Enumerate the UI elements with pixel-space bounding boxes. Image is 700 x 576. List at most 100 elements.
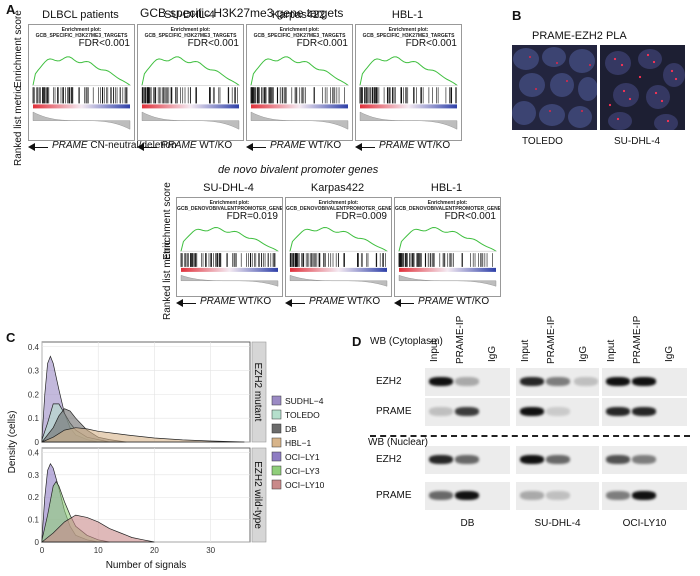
panel-d-label: D bbox=[352, 334, 362, 349]
density-chart: 0 0.1 0.2 0.3 0.4 EZH2 mutant 0 0.1 0.2 0.3 0.4 EZH… bbox=[7, 341, 325, 571]
fdr-value: FDR=0.009 bbox=[335, 211, 387, 222]
legend-swatch bbox=[271, 479, 282, 490]
axis-caption: PRAME WT/KO bbox=[418, 296, 489, 307]
blot-band bbox=[546, 491, 570, 500]
enrichment-curve bbox=[289, 226, 388, 252]
gsea-graphics bbox=[359, 56, 458, 130]
blot-band bbox=[632, 377, 656, 386]
panel-a-title-bottom: de novo bivalent promoter genes bbox=[218, 164, 379, 176]
axis-caption: PRAME CN-neutral/deletion bbox=[52, 140, 177, 151]
ranked-metric bbox=[250, 111, 349, 130]
ranked-metric bbox=[141, 111, 240, 130]
lane-label: IgG bbox=[664, 345, 675, 362]
axis-text: WT/KO bbox=[308, 140, 342, 151]
gsea-header: Enrichment plot: GCB_DENOVOBIVALENTPROMO… bbox=[177, 200, 283, 212]
enrichment-curve bbox=[180, 226, 279, 252]
density-area bbox=[41, 427, 245, 443]
axis-caption: PRAME WT/KO bbox=[200, 296, 271, 307]
y-tick-label: 0.4 bbox=[28, 448, 40, 457]
axis-text: WT/KO bbox=[347, 296, 381, 307]
axis-arrow-line bbox=[34, 147, 48, 148]
blot-row-label: EZH2 bbox=[376, 454, 402, 465]
blot-band bbox=[606, 407, 630, 416]
legend-label: HBL−1 bbox=[285, 438, 311, 448]
axis-gene: PRAME bbox=[161, 140, 197, 151]
panel-a-ranked-ylabel-bottom: Ranked list metric bbox=[162, 240, 173, 320]
gsea-graphics bbox=[398, 226, 497, 287]
gsea-plot: Enrichment plot: GCB_SPECIFIC_H3K27ME3_T… bbox=[28, 24, 135, 141]
blot-image bbox=[516, 398, 599, 426]
legend-swatch bbox=[271, 409, 282, 420]
blot-image bbox=[516, 368, 599, 396]
x-axis-label: Number of signals bbox=[106, 560, 187, 571]
y-tick-label: 0.3 bbox=[28, 367, 40, 376]
enrichment-curve bbox=[32, 56, 131, 86]
legend-swatch bbox=[271, 437, 282, 448]
legend-swatch bbox=[271, 395, 282, 406]
axis-text: WT/KO bbox=[417, 140, 451, 151]
axis-arrow-line bbox=[400, 303, 414, 304]
panel-c-label: C bbox=[6, 330, 16, 345]
y-tick-label: 0.1 bbox=[28, 516, 40, 525]
gsea-header: Enrichment plot: GCB_SPECIFIC_H3K27ME3_T… bbox=[35, 27, 128, 39]
density-area bbox=[41, 514, 155, 543]
axis-arrow-icon bbox=[246, 143, 253, 151]
legend-label: SUDHL−4 bbox=[285, 396, 324, 406]
blot-row-label: EZH2 bbox=[376, 376, 402, 387]
gsea-graphics bbox=[250, 56, 349, 130]
ranked-metric bbox=[180, 275, 279, 287]
panel-b-title: PRAME-EZH2 PLA bbox=[532, 30, 627, 42]
axis-gene: PRAME bbox=[200, 296, 236, 307]
x-tick-label: 10 bbox=[94, 546, 103, 555]
legend-label: OCI−LY10 bbox=[285, 480, 325, 490]
legend-swatch bbox=[271, 423, 282, 434]
blot-band bbox=[455, 407, 479, 416]
fdr-value: FDR=0.019 bbox=[226, 211, 278, 222]
panel-a-title-top: GCB-specific H3K27me3 gene targets bbox=[140, 6, 344, 20]
y-tick-label: 0 bbox=[35, 438, 40, 447]
rank-gradient bbox=[142, 104, 239, 109]
wb-cytoplasm-label: WB (Cytoplasm) bbox=[370, 336, 443, 347]
lane-label: PRAME-IP bbox=[455, 315, 466, 364]
gsea-title: SU-DHL-4 bbox=[203, 182, 254, 194]
facet-strip bbox=[251, 447, 267, 543]
blot-band bbox=[429, 455, 453, 464]
lane-label: IgG bbox=[578, 345, 589, 362]
y-tick-label: 0.1 bbox=[28, 414, 40, 423]
blot-band bbox=[632, 455, 656, 464]
blot-band bbox=[455, 455, 479, 464]
panel-a-label: A bbox=[6, 2, 16, 17]
y-tick-label: 0.2 bbox=[28, 390, 40, 399]
blot-band bbox=[546, 407, 570, 416]
gsea-title: HBL-1 bbox=[430, 182, 463, 194]
y-tick-label: 0.4 bbox=[28, 343, 40, 352]
rank-gradient bbox=[290, 267, 387, 272]
fdr-value: FDR<0.001 bbox=[296, 38, 348, 49]
wb-nuclear-label: WB (Nuclear) bbox=[368, 437, 429, 448]
gsea-header: Enrichment plot: GCB_SPECIFIC_H3K27ME3_T… bbox=[253, 27, 346, 39]
blot-band bbox=[520, 491, 544, 500]
blot-row-label: PRAME bbox=[376, 406, 412, 417]
blot-band bbox=[632, 407, 656, 416]
facet-strip-label: EZH2 mutant bbox=[252, 363, 263, 422]
axis-text: WT/KO bbox=[238, 296, 272, 307]
rank-gradient bbox=[251, 104, 348, 109]
y-tick-label: 0 bbox=[35, 538, 40, 547]
gsea-graphics bbox=[289, 226, 388, 287]
blot-band bbox=[520, 377, 544, 386]
blot-image bbox=[602, 482, 687, 510]
blot-band bbox=[546, 455, 570, 464]
lane-label: Input bbox=[429, 339, 440, 362]
gsea-header: Enrichment plot: GCB_SPECIFIC_H3K27ME3_T… bbox=[144, 27, 237, 39]
blot-band bbox=[574, 377, 598, 386]
panel-a-ranked-ylabel: Ranked list metric bbox=[13, 86, 24, 166]
gsea-graphics bbox=[141, 56, 240, 130]
gsea-title: DLBCL patients bbox=[42, 9, 119, 21]
blot-image bbox=[425, 368, 510, 396]
blot-image bbox=[516, 446, 599, 474]
blot-image bbox=[602, 398, 687, 426]
facet-strip bbox=[251, 341, 267, 443]
pla-image-sudhl4 bbox=[600, 45, 685, 130]
lane-label: IgG bbox=[487, 345, 498, 362]
gsea-header: Enrichment plot: GCB_DENOVOBIVALENTPROMO… bbox=[286, 200, 392, 212]
